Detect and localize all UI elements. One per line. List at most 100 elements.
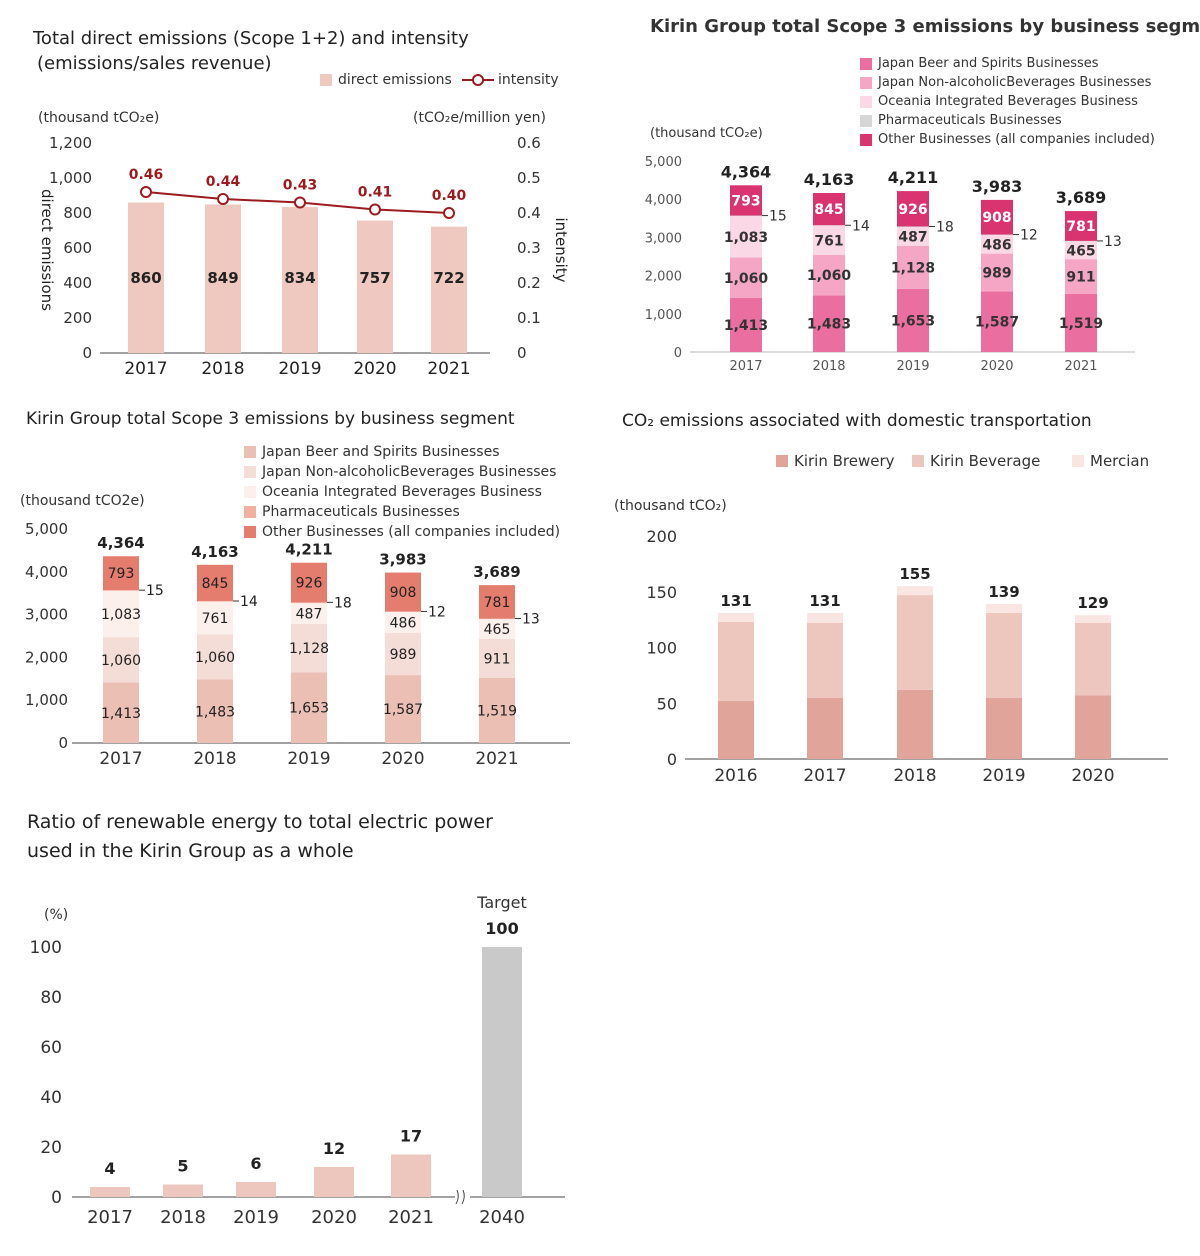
chart2-legend-label: Japan Non-alcoholicBeverages Businesses — [878, 75, 1152, 90]
chart2-legend-item: Pharmaceuticals Businesses — [860, 113, 1062, 128]
chart4-x-tick: 2018 — [893, 766, 936, 786]
chart2-x-tick: 2021 — [1064, 359, 1097, 374]
chart5-x-tick: 2018 — [160, 1207, 206, 1228]
chart2-segment-label: 12 — [1020, 228, 1038, 244]
chart3-bar-segment — [291, 562, 327, 603]
chart5-bar — [163, 1184, 203, 1197]
chart2-segment-label: 1,519 — [1059, 316, 1103, 332]
chart2-bar-segment — [897, 191, 929, 227]
chart1-unit-left: (thousand tCO₂e) — [38, 110, 160, 126]
chart2-legend-item: Other Businesses (all companies included… — [860, 132, 1155, 147]
chart5-title-line1: Ratio of renewable energy to total elect… — [27, 811, 493, 833]
chart5-title-line2: used in the Kirin Group as a whole — [27, 840, 354, 862]
chart3-segment-label: 1,413 — [101, 706, 141, 722]
chart1-legend-bar: direct emissions — [320, 72, 452, 88]
chart4-legend-item: Kirin Beverage — [912, 452, 1040, 470]
chart2-x-tick: 2018 — [812, 359, 845, 374]
chart1-x-tick: 2021 — [427, 359, 470, 379]
chart5-bar — [90, 1187, 130, 1197]
chart3-legend-swatch — [244, 486, 256, 498]
chart1-y-tick: 600 — [63, 239, 92, 257]
chart3-legend-label: Japan Non-alcoholicBeverages Businesses — [262, 464, 557, 480]
chart3-segment-label: 487 — [296, 607, 323, 623]
chart3-legend-item: Oceania Integrated Beverages Business — [244, 484, 542, 500]
chart2-bar-segment — [897, 245, 929, 289]
chart4-legend-label: Mercian — [1090, 452, 1150, 470]
chart2-legend-label: Oceania Integrated Beverages Business — [878, 94, 1138, 109]
chart1-bar — [128, 202, 164, 353]
chart3-bar-segment — [103, 556, 139, 591]
chart5-x-tick: 2019 — [233, 1207, 279, 1228]
chart2-segment-label: 1,413 — [724, 318, 768, 334]
chart3-bar-segment — [291, 623, 327, 673]
chart3-bar-segment — [103, 590, 139, 591]
chart4-bar-segment — [1075, 622, 1111, 696]
chart5-y-tick: 60 — [40, 1038, 62, 1058]
chart1-y2-tick: 0.4 — [517, 204, 541, 222]
chart5-x-tick: 2017 — [87, 1207, 133, 1228]
chart1-intensity-label: 0.40 — [432, 188, 467, 204]
chart5-y-tick: 100 — [30, 938, 62, 958]
chart5-bar-label: 5 — [177, 1157, 188, 1176]
chart-scope3-pink: Kirin Group total Scope 3 emissions by b… — [600, 0, 1200, 390]
chart2-legend-label: Pharmaceuticals Businesses — [878, 113, 1062, 128]
chart5-bar-label: 17 — [400, 1127, 422, 1146]
chart2-segment-label: 15 — [769, 209, 787, 225]
chart2-segment-label: 911 — [1066, 270, 1095, 286]
chart4-legend-item: Kirin Brewery — [776, 452, 895, 470]
chart5-x-tick: 2021 — [388, 1207, 434, 1228]
chart1-legend-line: intensity — [462, 72, 559, 88]
chart2-legend-item: Japan Beer and Spirits Businesses — [860, 56, 1099, 71]
chart4-bar-segment — [718, 621, 754, 702]
chart3-segment-label: 14 — [240, 594, 258, 610]
chart1-legend-line-marker — [462, 74, 494, 86]
chart4-legend-label: Kirin Brewery — [794, 452, 895, 470]
chart3-bar-segment — [385, 632, 421, 676]
chart3-bar-segment — [197, 601, 233, 635]
chart2-segment-label: 845 — [814, 202, 843, 218]
chart2-segment-label: 926 — [898, 202, 927, 218]
chart2-segment-label: 761 — [814, 233, 843, 249]
chart2-bar-segment — [981, 253, 1013, 292]
chart3-segment-label: 908 — [390, 585, 417, 601]
chart1-bar — [431, 226, 467, 353]
chart1-intensity-point — [443, 207, 455, 219]
chart1-y2-tick: 0.3 — [517, 239, 541, 257]
chart1-title-line1: Total direct emissions (Scope 1+2) and i… — [33, 28, 469, 49]
chart3-x-tick: 2018 — [193, 749, 236, 769]
chart2-y-tick: 3,000 — [645, 231, 682, 246]
chart1-y-tick: 1,200 — [49, 134, 92, 152]
chart2-bar-segment — [897, 226, 929, 228]
chart1-legend-bar-label: direct emissions — [338, 72, 452, 88]
chart3-y-tick: 4,000 — [25, 563, 68, 581]
chart2-legend-swatch — [860, 95, 872, 108]
chart2-bar-segment — [1065, 293, 1097, 352]
chart3-bar-segment — [479, 638, 515, 678]
chart3-legend-item: Japan Beer and Spirits Businesses — [244, 444, 500, 460]
chart5-y-tick: 40 — [40, 1088, 62, 1108]
chart3-y-tick: 2,000 — [25, 648, 68, 666]
chart2-x-tick: 2019 — [896, 359, 929, 374]
chart4-bar-segment — [718, 701, 754, 759]
chart1-x-tick: 2017 — [124, 359, 167, 379]
chart2-bar-segment — [981, 291, 1013, 352]
chart1-y2-tick: 0.1 — [517, 309, 541, 327]
chart3-segment-label: 1,587 — [383, 702, 423, 718]
chart2-y-tick: 4,000 — [645, 193, 682, 208]
chart3-segment-label: 761 — [202, 611, 229, 627]
chart3-y-tick: 1,000 — [25, 691, 68, 709]
chart-direct-emissions: Total direct emissions (Scope 1+2) and i… — [0, 0, 600, 390]
chart3-legend-swatch — [244, 446, 256, 458]
chart2-total-label: 4,163 — [804, 170, 855, 189]
chart3-segment-label: 793 — [108, 566, 135, 582]
chart3-bar-segment — [103, 682, 139, 743]
chart4-unit: (thousand tCO₂) — [614, 498, 727, 514]
chart3-bar-segment — [291, 672, 327, 743]
chart4-total-label: 155 — [899, 565, 930, 583]
chart1-y2-tick: 0.2 — [517, 274, 541, 292]
chart3-legend-label: Other Businesses (all companies included… — [262, 524, 561, 540]
chart1-y-tick: 200 — [63, 309, 92, 327]
chart2-bar-segment — [730, 257, 762, 299]
chart2-segment-label: 1,587 — [975, 315, 1019, 331]
chart4-bar-segment — [807, 612, 843, 623]
